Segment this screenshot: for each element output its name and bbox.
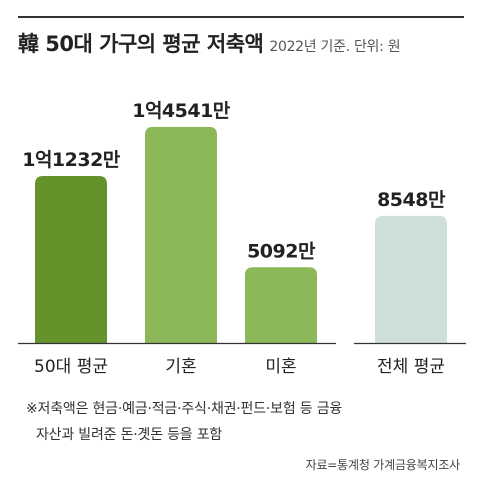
category-label: 기혼 — [165, 357, 196, 377]
bar-value-label: 8548만 — [377, 189, 446, 211]
chart-subtitle: 2022년 기준. 단위: 원 — [269, 39, 401, 55]
chart-header: 韓 50대 가구의 평균 저축액 2022년 기준. 단위: 원 — [18, 28, 401, 58]
category-label: 미혼 — [265, 357, 296, 377]
bar-value-label: 1억4541만 — [132, 100, 231, 122]
bar-3 — [375, 215, 447, 343]
bar-value-label: 5092만 — [247, 240, 316, 262]
footnote-line-2: 자산과 빌려준 돈·곗돈 등을 포함 — [36, 427, 223, 443]
bar-2 — [245, 267, 317, 343]
top-rule — [18, 16, 464, 18]
bar-value-label: 1억1232만 — [22, 149, 121, 171]
bar-0 — [35, 176, 107, 343]
footnote-line-1: ※저축액은 현금·예금·적금·주식·채권·펀드·보험 등 금융 — [26, 401, 343, 417]
source-credit: 자료=통계청 가계금융복지조사 — [305, 458, 461, 472]
category-label: 전체 평균 — [377, 357, 445, 377]
bar-1 — [145, 126, 217, 344]
category-label: 50대 평균 — [34, 357, 108, 377]
chart-title: 韓 50대 가구의 평균 저축액 — [18, 32, 264, 56]
